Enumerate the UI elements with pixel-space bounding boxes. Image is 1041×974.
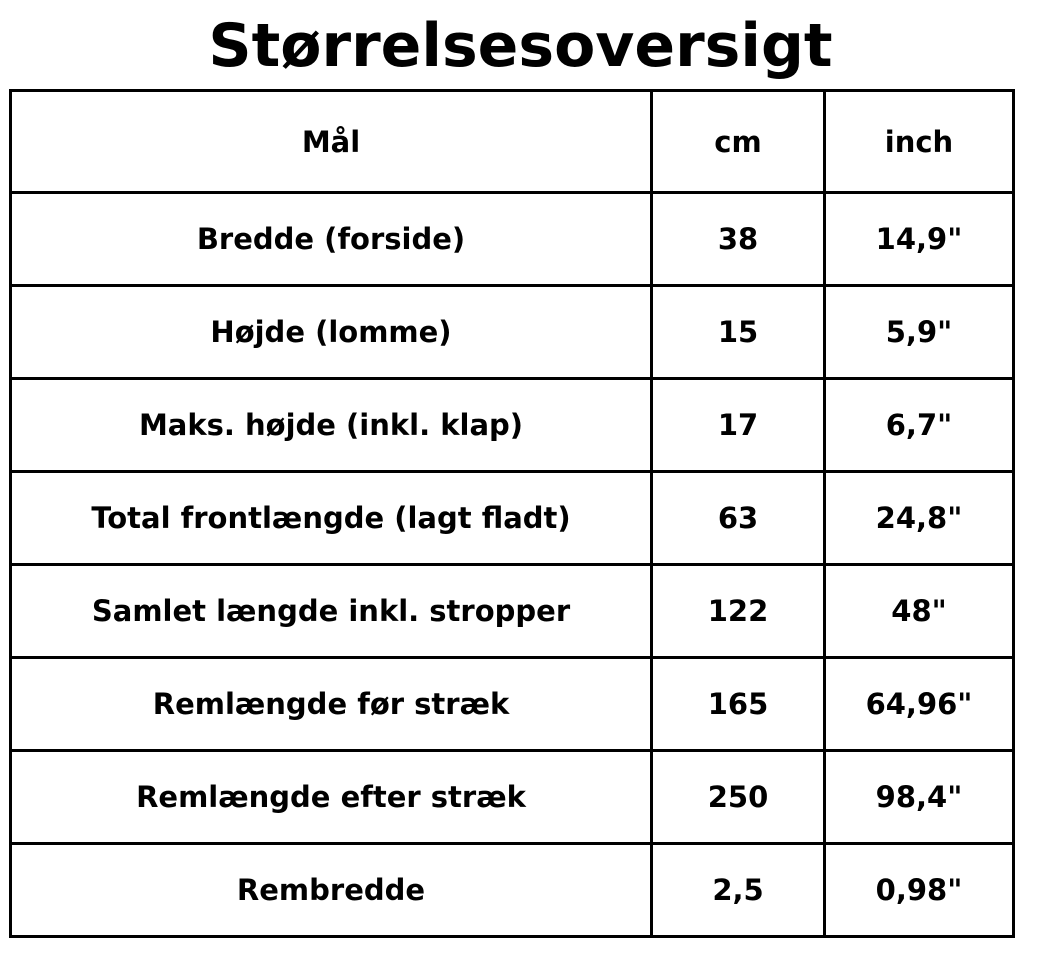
header-inch: inch <box>823 89 1015 194</box>
cell-measure: Total frontlængde (lagt fladt) <box>9 470 653 566</box>
cell-measure: Rembredde <box>9 842 653 938</box>
header-measure: Mål <box>9 89 653 194</box>
table-row: Højde (lomme) 15 5,9" <box>9 284 1015 380</box>
cell-cm: 250 <box>650 749 826 845</box>
size-table: Mål cm inch Bredde (forside) 38 14,9" Højde… <box>9 89 1015 938</box>
cell-measure: Bredde (forside) <box>9 191 653 287</box>
cell-inch: 48" <box>823 563 1015 659</box>
table-row: Maks. højde (inkl. klap) 17 6,7" <box>9 377 1015 473</box>
cell-cm: 63 <box>650 470 826 566</box>
page-title: Størrelsesoversigt <box>208 11 833 81</box>
cell-inch: 24,8" <box>823 470 1015 566</box>
table-row: Remlængde efter stræk 250 98,4" <box>9 749 1015 845</box>
cell-cm: 38 <box>650 191 826 287</box>
cell-measure: Remlængde efter stræk <box>9 749 653 845</box>
table-header-row: Mål cm inch <box>9 89 1015 194</box>
cell-inch: 98,4" <box>823 749 1015 845</box>
cell-cm: 165 <box>650 656 826 752</box>
header-cm: cm <box>650 89 826 194</box>
cell-cm: 17 <box>650 377 826 473</box>
cell-cm: 15 <box>650 284 826 380</box>
table-row: Bredde (forside) 38 14,9" <box>9 191 1015 287</box>
table-row: Remlængde før stræk 165 64,96" <box>9 656 1015 752</box>
cell-inch: 6,7" <box>823 377 1015 473</box>
cell-measure: Remlængde før stræk <box>9 656 653 752</box>
table-row: Total frontlængde (lagt fladt) 63 24,8" <box>9 470 1015 566</box>
cell-measure: Højde (lomme) <box>9 284 653 380</box>
cell-cm: 122 <box>650 563 826 659</box>
cell-inch: 5,9" <box>823 284 1015 380</box>
cell-measure: Samlet længde inkl. stropper <box>9 563 653 659</box>
cell-inch: 64,96" <box>823 656 1015 752</box>
cell-inch: 14,9" <box>823 191 1015 287</box>
table-row: Rembredde 2,5 0,98" <box>9 842 1015 938</box>
cell-measure: Maks. højde (inkl. klap) <box>9 377 653 473</box>
cell-cm: 2,5 <box>650 842 826 938</box>
cell-inch: 0,98" <box>823 842 1015 938</box>
table-row: Samlet længde inkl. stropper 122 48" <box>9 563 1015 659</box>
